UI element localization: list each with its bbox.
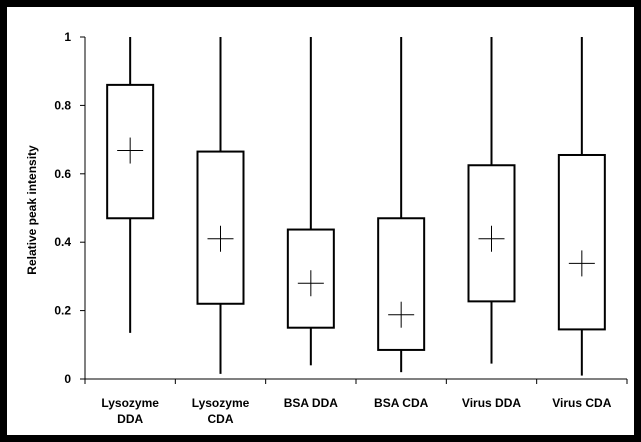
box-5	[467, 37, 516, 364]
x-tick-label: Lysozyme	[101, 396, 159, 410]
axes	[80, 36, 628, 384]
box-plot-chart: 0 0.2 0.4 0.6 0.8 1 Lysozyme DDA Lysozyme CDA BSA …	[25, 30, 628, 426]
y-axis-label: Relative peak intensity	[25, 145, 39, 275]
box-3	[286, 37, 335, 366]
y-tick-label: 0.6	[54, 167, 71, 181]
x-tick-label-line2: CDA	[208, 412, 234, 426]
x-tick-label: BSA CDA	[374, 396, 429, 410]
y-tick-label: 1	[64, 30, 71, 44]
y-tick-label: 0.4	[54, 235, 71, 249]
x-tick-label-line2: DDA	[117, 412, 143, 426]
y-tick-label: 0.2	[54, 304, 71, 318]
box-1	[106, 37, 155, 333]
plot-area: 0 0.2 0.4 0.6 0.8 1 Lysozyme DDA Lysozyme CDA BSA …	[7, 7, 634, 435]
y-tick-label: 0.8	[54, 98, 71, 112]
x-tick-label: BSA DDA	[284, 396, 339, 410]
tick-labels: 0 0.2 0.4 0.6 0.8 1 Lysozyme DDA Lysozyme CDA BSA …	[54, 30, 611, 426]
x-tick-label: Virus DDA	[462, 396, 521, 410]
chart-marks	[106, 37, 606, 376]
box-2	[196, 37, 245, 374]
box-4	[377, 37, 426, 373]
x-tick-label: Virus CDA	[552, 396, 611, 410]
y-tick-label: 0	[64, 372, 71, 386]
x-tick-label: Lysozyme	[192, 396, 250, 410]
iqr-box	[377, 217, 426, 351]
iqr-box	[557, 153, 606, 331]
box-6	[557, 37, 606, 376]
